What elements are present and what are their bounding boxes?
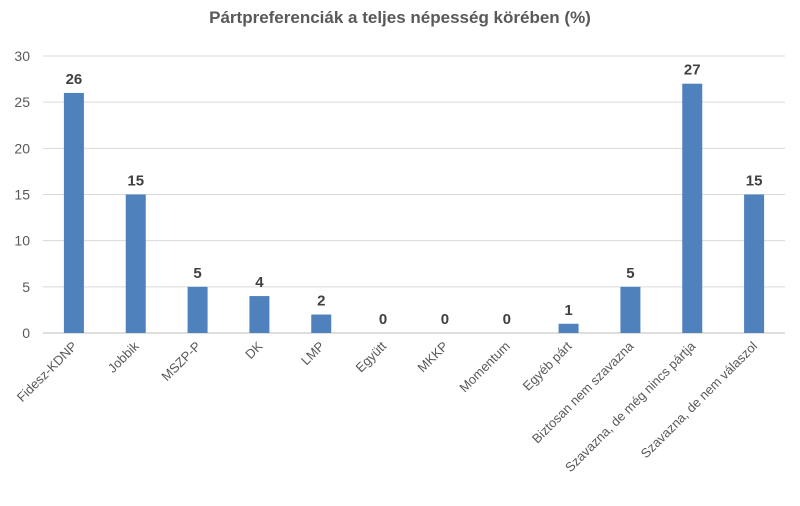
x-category-label: Jobbik [105, 338, 143, 376]
data-label: 0 [441, 311, 449, 328]
y-tick-label: 10 [14, 233, 30, 249]
x-category-label: Szavazna, de nem válaszol [638, 338, 761, 461]
y-tick-label: 25 [14, 94, 30, 110]
bar [311, 314, 332, 333]
y-tick-label: 0 [22, 325, 30, 341]
data-label: 1 [564, 302, 572, 319]
y-axis-ticks: 0 5 10 15 20 25 30 [14, 48, 30, 341]
bar [558, 323, 579, 333]
chart-title: Pártpreferenciák a teljes népesség köréb… [209, 8, 591, 27]
x-category-label: Biztosan nem szavazna [529, 338, 637, 446]
x-category-label: Szavazna, de még nincs pártja [562, 338, 699, 475]
x-category-label: Egyéb párt [520, 338, 575, 393]
data-label: 0 [379, 311, 387, 328]
y-tick-label: 30 [14, 48, 30, 64]
data-label: 26 [66, 71, 83, 88]
bar [125, 194, 146, 333]
x-category-label: MSZP-P [158, 339, 203, 384]
x-category-label: MKKP [414, 339, 451, 376]
data-label: 0 [503, 311, 511, 328]
gridlines [43, 55, 785, 334]
data-label: 27 [684, 62, 701, 79]
bar [187, 286, 208, 333]
x-category-label: DK [242, 338, 266, 362]
data-label: 5 [193, 265, 201, 282]
y-tick-label: 5 [22, 279, 30, 295]
data-label: 2 [317, 293, 325, 310]
bar [744, 194, 765, 333]
data-label: 4 [255, 274, 264, 291]
y-tick-label: 20 [14, 140, 30, 156]
bar [620, 286, 641, 333]
bar [249, 296, 270, 333]
bar [63, 92, 84, 333]
x-category-label: Együtt [353, 338, 390, 375]
y-tick-label: 15 [14, 187, 30, 203]
data-label: 5 [626, 265, 634, 282]
x-category-label: Fidesz-KDNP [14, 339, 80, 405]
bar [682, 83, 703, 333]
bars [63, 83, 765, 333]
data-label: 15 [127, 173, 144, 190]
x-category-label: LMP [298, 339, 328, 369]
data-label: 15 [746, 173, 763, 190]
x-category-label: Momentum [456, 339, 513, 396]
x-axis-labels: Fidesz-KDNP Jobbik MSZP-P DK LMP Együtt MKKP Mo… [14, 338, 761, 475]
